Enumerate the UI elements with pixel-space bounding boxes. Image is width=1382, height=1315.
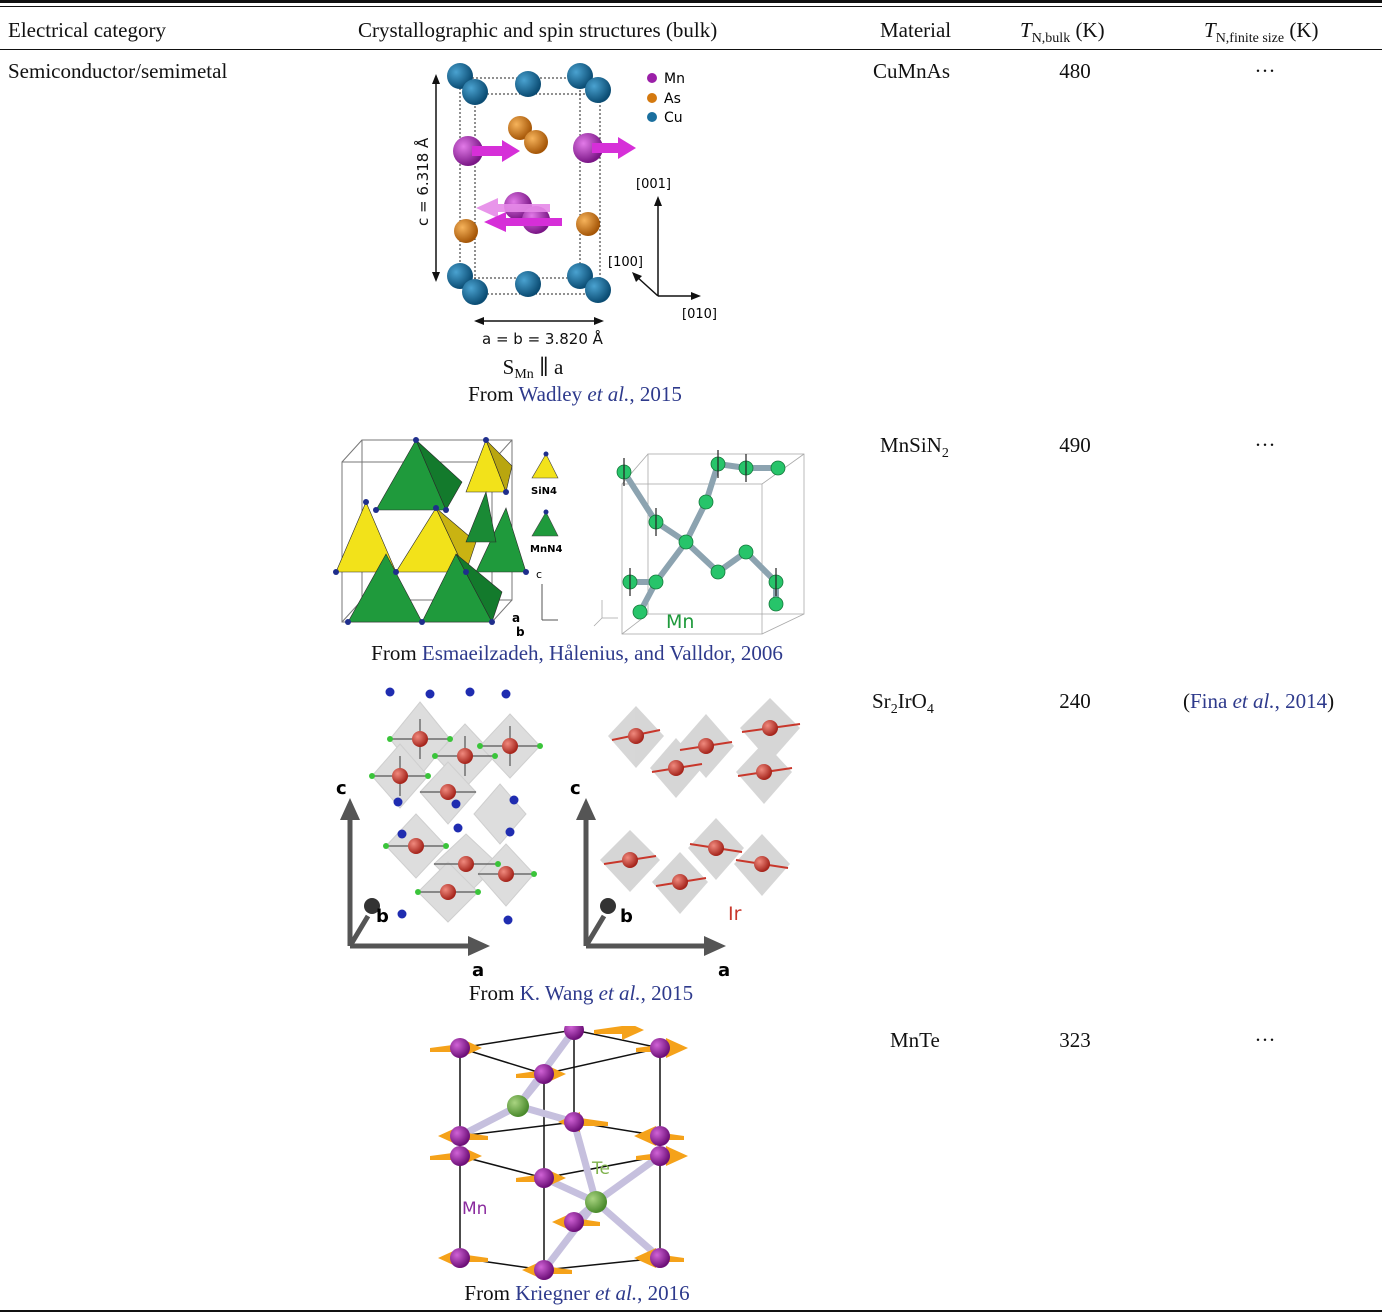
sr2iro4-structure-figure: c b a c b a Ir (336, 687, 801, 981)
axis-b-label: b (516, 625, 525, 639)
top-rule-thick (0, 0, 1382, 3)
c-lattice-label: c = 6.318 Å (413, 137, 432, 226)
header-electrical-category: Electrical category (8, 18, 166, 42)
axis-b-label: b (376, 906, 389, 927)
spin-direction-label: SMn ∥ a (502, 355, 564, 382)
material-cell: MnTe (890, 1028, 940, 1052)
dir-001-label: [001] (636, 177, 671, 192)
figure-caption-wang: From K. Wang et al., 2015 (468, 981, 694, 1005)
mnte-structure-figure: Te Mn (430, 1026, 688, 1280)
citation-link[interactable]: Esmaeilzadeh, Hålenius, and Valldor, 200… (421, 641, 783, 665)
tn-bulk-cell: 490 (1059, 433, 1091, 457)
dir-100-label: [100] (608, 255, 643, 270)
header-material: Material (880, 18, 952, 42)
tn-finite-cell: ··· (1254, 1028, 1276, 1052)
axis-a-label: a (472, 960, 484, 981)
tn-finite-cell: ··· (1254, 59, 1276, 83)
tn-bulk-cell: 480 (1059, 59, 1091, 83)
tn-finite-cell: (Fina et al., 2014) (1183, 689, 1335, 713)
material-cell: CuMnAs (873, 59, 951, 83)
axis-c-label: c (336, 778, 347, 799)
electrical-category-cell: Semiconductor/semimetal (8, 59, 228, 83)
citation-link[interactable]: K. Wang et al., 2015 (519, 981, 694, 1005)
axis-c-label: c (536, 568, 542, 581)
material-cell: MnSiN2 (880, 433, 949, 461)
mnsin2-structure-figure: SiN4 MnN4 c a b Mn (333, 437, 805, 639)
axis-c-label: c (570, 778, 581, 799)
figure-caption-wadley: From Wadley et al., 2015 (468, 382, 682, 406)
mn-label: Mn (666, 611, 694, 633)
te-label: Te (591, 1159, 610, 1179)
legend-as: As (664, 91, 681, 107)
header-tn-finite-symbol: T (1204, 18, 1216, 42)
header-tn-finite-unit: (K) (1289, 18, 1319, 42)
bottom-rule (0, 1310, 1382, 1312)
citation-link[interactable]: Fina et al., 2014 (1190, 689, 1328, 713)
citation-link[interactable]: Wadley et al., 2015 (518, 382, 682, 406)
header-tn-bulk-sub: N,bulk (1031, 31, 1071, 46)
material-cell: Sr2IrO4 (872, 689, 934, 717)
tn-bulk-cell: 323 (1059, 1028, 1091, 1052)
figure-caption-kriegner: From Kriegner et al., 2016 (464, 1281, 690, 1305)
axis-b-label: b (620, 906, 633, 927)
header-tn-finite-sub: N,finite size (1215, 31, 1285, 46)
mn-label: Mn (462, 1199, 487, 1219)
header-rule (0, 49, 1382, 50)
dir-010-label: [010] (682, 307, 717, 322)
header-structures: Crystallographic and spin structures (bu… (358, 18, 718, 42)
header-tn-bulk-symbol: T (1020, 18, 1032, 42)
top-rule-thin (0, 6, 1382, 7)
ab-lattice-label: a = b = 3.820 Å (482, 329, 604, 348)
header-tn-bulk: TN,bulk (K) (1020, 17, 1105, 47)
citation-link[interactable]: Kriegner et al., 2016 (515, 1281, 690, 1305)
header-tn-bulk-unit: (K) (1075, 18, 1105, 42)
legend-cu: Cu (664, 110, 683, 126)
sin4-label: SiN4 (531, 486, 557, 497)
tn-bulk-cell: 240 (1059, 689, 1091, 713)
axis-a-label: a (718, 960, 730, 981)
mnn4-label: MnN4 (530, 544, 562, 555)
legend-mn: Mn (664, 71, 685, 87)
tn-finite-cell: ··· (1254, 433, 1276, 457)
ir-label: Ir (728, 903, 742, 925)
header-tn-finite: TN,finite size (K) (1204, 17, 1319, 47)
axis-a-label: a (512, 611, 520, 625)
cumnas-structure-figure: c = 6.318 Å a = b = 3.820 Å Mn As Cu [00… (413, 63, 717, 348)
figure-caption-esmaeilzadeh: From Esmaeilzadeh, Hålenius, and Valldor… (371, 641, 783, 665)
